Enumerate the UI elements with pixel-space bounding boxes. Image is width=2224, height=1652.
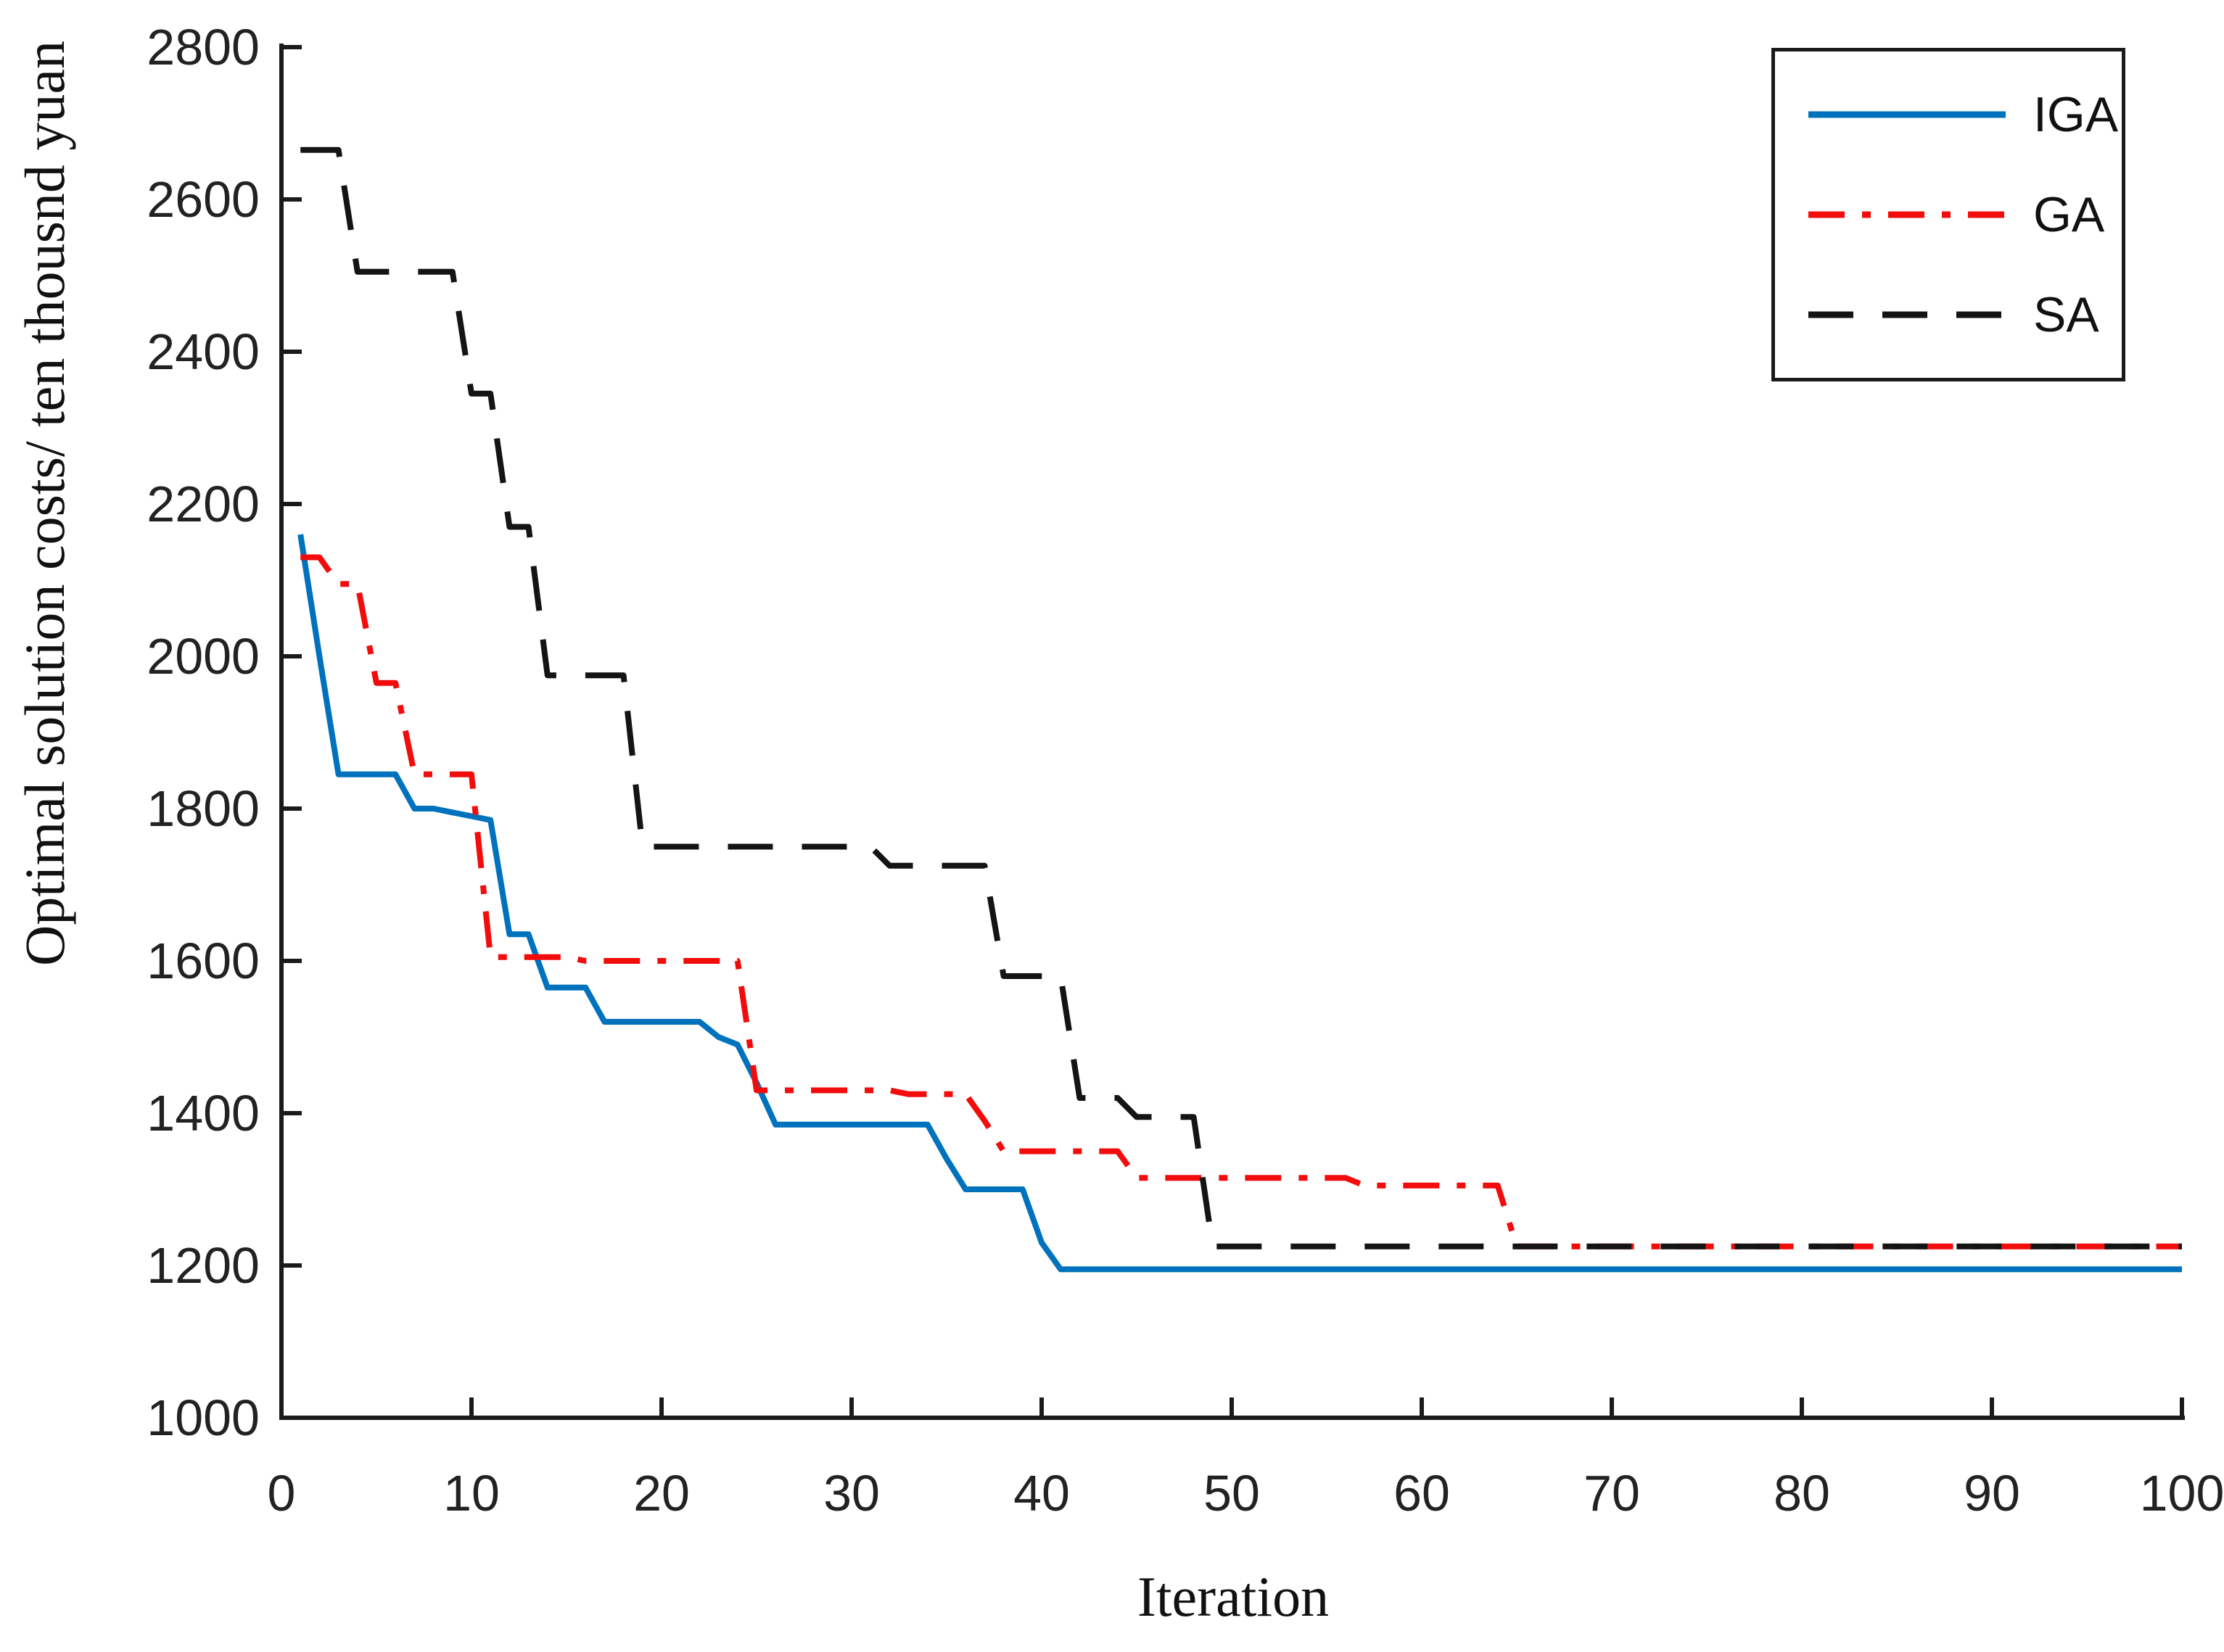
x-tick-label: 90 — [1964, 1465, 2020, 1521]
legend-entry-iga: IGA — [1805, 86, 2122, 143]
y-axis-label: Optimal solution costs/ ten thousnd yuan — [13, 40, 76, 967]
series-line-sa — [300, 146, 2182, 1250]
x-tick-label: 100 — [2140, 1465, 2224, 1521]
y-tick-label: 2800 — [147, 19, 260, 75]
x-tick-label: 40 — [1013, 1465, 1070, 1521]
y-tick-label: 2000 — [147, 628, 260, 685]
x-tick-label: 70 — [1583, 1465, 1640, 1521]
legend-line-sample-ga — [1808, 211, 2006, 218]
x-tick-label: 20 — [633, 1465, 690, 1521]
legend-entry-sa: SA — [1805, 286, 2122, 343]
legend: IGA GA SA — [1771, 48, 2125, 381]
legend-line-sample-iga — [1808, 111, 2006, 118]
x-tick-label: 60 — [1393, 1465, 1450, 1521]
x-tick-label: 30 — [823, 1465, 880, 1521]
series-line-ga — [300, 554, 2182, 1250]
y-tick-label: 1800 — [147, 780, 260, 837]
legend-label-ga: GA — [2033, 187, 2105, 242]
x-tick-label: 0 — [268, 1465, 296, 1521]
x-tick-label: 10 — [443, 1465, 500, 1521]
y-tick-label: 2600 — [147, 171, 260, 228]
series-line-iga — [297, 534, 2182, 1273]
legend-label-iga: IGA — [2033, 87, 2119, 142]
y-tick-label: 1600 — [147, 933, 260, 989]
y-tick-label: 1200 — [147, 1237, 260, 1294]
y-tick-label: 1000 — [147, 1389, 260, 1446]
legend-label-sa: SA — [2033, 287, 2099, 342]
x-tick-label: 80 — [1774, 1465, 1830, 1521]
legend-entry-ga: GA — [1805, 186, 2122, 243]
x-tick-label: 50 — [1203, 1465, 1260, 1521]
y-tick-label: 2200 — [147, 476, 260, 532]
x-axis-label: Iteration — [1137, 1565, 1330, 1628]
legend-line-sample-sa — [1808, 311, 2006, 318]
y-tick-label: 2400 — [147, 323, 260, 380]
y-tick-label: 1400 — [147, 1085, 260, 1141]
